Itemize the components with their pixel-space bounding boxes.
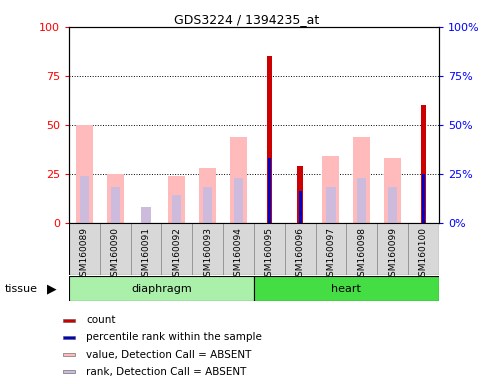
Text: percentile rank within the sample: percentile rank within the sample (86, 333, 262, 343)
Text: count: count (86, 315, 116, 325)
Text: heart: heart (331, 284, 361, 294)
Bar (131, 223, 162, 275)
Bar (192, 223, 223, 275)
Bar (230, 137, 247, 223)
Bar (322, 156, 339, 223)
Bar (63, 319, 74, 322)
Text: GSM160090: GSM160090 (111, 227, 120, 282)
Bar (346, 223, 377, 275)
Text: tissue: tissue (5, 284, 38, 294)
Bar (384, 158, 401, 223)
Bar (234, 178, 243, 223)
Bar (267, 56, 272, 223)
Bar (299, 191, 302, 223)
Bar (223, 223, 254, 275)
Text: value, Detection Call = ABSENT: value, Detection Call = ABSENT (86, 349, 252, 360)
Bar (353, 137, 370, 223)
Bar (268, 158, 271, 223)
Bar (169, 176, 185, 223)
Bar (107, 174, 124, 223)
Bar (162, 223, 192, 275)
Text: diaphragm: diaphragm (131, 284, 192, 294)
Bar (69, 276, 254, 301)
Text: rank, Detection Call = ABSENT: rank, Detection Call = ABSENT (86, 367, 247, 377)
Bar (316, 223, 346, 275)
Bar (326, 187, 336, 223)
Text: GSM160091: GSM160091 (141, 227, 150, 282)
Bar (172, 195, 181, 223)
Text: GSM160098: GSM160098 (357, 227, 366, 282)
Bar (254, 276, 439, 301)
Text: ▶: ▶ (47, 283, 57, 295)
Bar (141, 207, 151, 223)
Bar (80, 176, 89, 223)
Text: GSM160100: GSM160100 (419, 227, 428, 282)
Bar (110, 187, 120, 223)
Bar (377, 223, 408, 275)
Bar (100, 223, 131, 275)
Bar (63, 336, 74, 339)
Bar (63, 370, 74, 373)
Text: GSM160097: GSM160097 (326, 227, 335, 282)
Text: GSM160096: GSM160096 (296, 227, 305, 282)
Text: GSM160094: GSM160094 (234, 227, 243, 282)
Bar (297, 166, 303, 223)
Bar (203, 187, 212, 223)
Bar (388, 187, 397, 223)
Text: GSM160089: GSM160089 (80, 227, 89, 282)
Bar (63, 353, 74, 356)
Bar (421, 105, 426, 223)
Bar (422, 174, 425, 223)
Bar (408, 223, 439, 275)
Bar (254, 223, 284, 275)
Text: GDS3224 / 1394235_at: GDS3224 / 1394235_at (174, 13, 319, 26)
Bar (69, 223, 100, 275)
Bar (284, 223, 316, 275)
Bar (76, 125, 93, 223)
Text: GSM160093: GSM160093 (203, 227, 212, 282)
Text: GSM160092: GSM160092 (173, 227, 181, 282)
Text: GSM160095: GSM160095 (265, 227, 274, 282)
Text: GSM160099: GSM160099 (388, 227, 397, 282)
Bar (357, 178, 366, 223)
Bar (199, 168, 216, 223)
